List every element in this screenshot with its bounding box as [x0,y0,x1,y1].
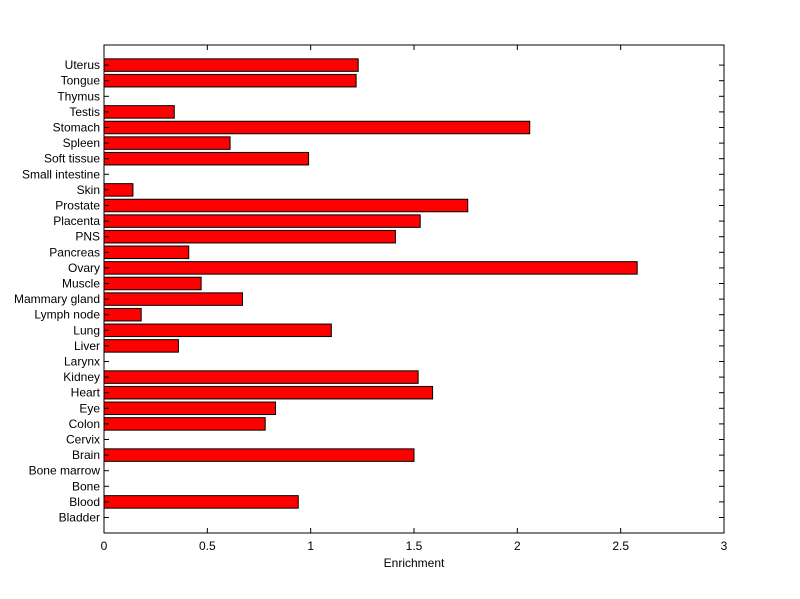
bar-kidney [103,370,419,384]
plot-frame [103,44,725,534]
y-tick-label-heart: Heart [71,386,101,400]
y-tick-label-soft-tissue: Soft tissue [44,152,100,166]
y-tick-label-spleen: Spleen [63,136,100,150]
y-tick-label-colon: Colon [69,417,100,431]
x-tick-labels: 0 0.5 1 1.5 2 2.5 3 [101,539,728,553]
bar-pancreas [103,245,190,260]
y-tick-label-uterus: Uterus [65,58,100,72]
bar-spleen [103,136,231,150]
y-tick-label-eye: Eye [79,401,100,415]
y-tick-label-bone-marrow: Bone marrow [29,464,101,478]
bar-blood [103,495,299,509]
bar-muscle [103,276,202,291]
y-tick-label-kidney: Kidney [63,370,100,384]
y-tick-label-small-intestine: Small intestine [22,167,100,181]
y-tick-label-skin: Skin [77,183,100,197]
y-tick-label-testis: Testis [69,105,100,119]
y-tick-label-ovary: Ovary [68,261,100,275]
x-tick-label: 2.5 [612,539,629,553]
bar-colon [103,417,266,431]
y-tick-label-cervix: Cervix [66,433,100,447]
x-tick-label: 2 [514,539,521,553]
y-tick-label-muscle: Muscle [62,277,100,291]
x-tick-label: 1 [307,539,314,553]
x-tick-label: 1.5 [406,539,423,553]
bar-brain [103,448,415,462]
axis-ticks [103,45,725,533]
bar-uterus [103,58,359,72]
y-tick-label-bone: Bone [72,479,100,493]
y-tick-label-brain: Brain [72,448,100,462]
bar-ovary [103,261,638,275]
y-tick-label-thymus: Thymus [57,89,100,103]
y-tick-label-placenta: Placenta [53,214,100,228]
y-tick-label-lymph-node: Lymph node [34,308,100,322]
bar-soft-tissue [103,151,310,166]
bar-pns [103,229,396,244]
x-tick-label: 3 [721,539,728,553]
bar-prostate [103,198,469,213]
y-tick-label-prostate: Prostate [55,199,100,213]
y-tick-label-tongue: Tongue [61,74,101,88]
bar-stomach [103,120,531,135]
y-tick-label-bladder: Bladder [59,511,100,525]
y-tick-label-larynx: Larynx [64,355,100,369]
bar-lymph-node [103,307,142,322]
y-tick-label-liver: Liver [74,339,100,353]
x-tick-label: 0 [101,539,108,553]
y-tick-label-blood: Blood [69,495,100,509]
bar-mammary-gland [103,292,243,306]
bar-heart [103,385,434,400]
y-tick-label-stomach: Stomach [53,121,100,135]
bar-eye [103,401,277,416]
bar-placenta [103,214,421,228]
x-tick-label: 0.5 [199,539,216,553]
x-axis-label: Enrichment [384,556,445,570]
y-tick-label-pancreas: Pancreas [49,245,100,259]
bar-tongue [103,73,357,88]
y-tick-label-mammary-gland: Mammary gland [14,292,100,306]
bar-liver [103,339,179,353]
bar-testis [103,105,175,119]
y-tick-label-pns: PNS [75,230,100,244]
y-tick-label-lung: Lung [73,323,100,337]
bar-lung [103,323,332,338]
